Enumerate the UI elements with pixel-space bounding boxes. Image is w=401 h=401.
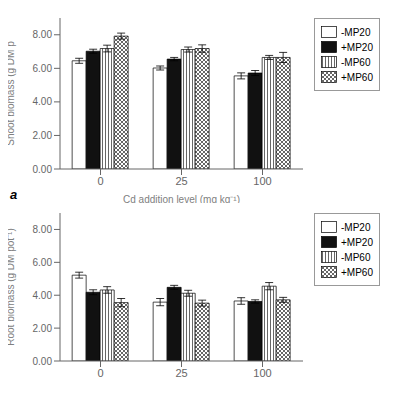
svg-text:8.00: 8.00 xyxy=(33,224,53,235)
svg-text:6.00: 6.00 xyxy=(33,63,53,74)
svg-text:6.00: 6.00 xyxy=(33,257,53,268)
svg-text:0.00: 0.00 xyxy=(33,356,53,367)
html-text:+MP20: +MP20 xyxy=(341,236,373,248)
html-text:-MP60: -MP60 xyxy=(341,251,371,263)
svg-text:4.00: 4.00 xyxy=(33,290,53,301)
html-text:+MP60: +MP60 xyxy=(341,266,373,278)
svg-text:2.00: 2.00 xyxy=(33,323,53,334)
svg-text:4.00: 4.00 xyxy=(33,96,53,107)
svg-text:8.00: 8.00 xyxy=(33,29,53,40)
svg-text:0: 0 xyxy=(97,175,103,187)
html-text:a: a xyxy=(10,187,18,202)
html-text:-MP20: -MP20 xyxy=(341,221,371,233)
svg-text:100: 100 xyxy=(253,175,271,187)
svg-text:25: 25 xyxy=(175,367,187,379)
svg-text:Shoot biomass (g DM p: Shoot biomass (g DM p xyxy=(8,41,16,146)
svg-text:0.00: 0.00 xyxy=(33,164,53,175)
svg-text:25: 25 xyxy=(175,175,187,187)
svg-text:100: 100 xyxy=(253,367,271,379)
html-text:-MP60: -MP60 xyxy=(341,56,371,68)
html-text:-MP20: -MP20 xyxy=(341,26,371,38)
svg-text:Cd addition level (mg kg⁻¹): Cd addition level (mg kg⁻¹) xyxy=(123,194,240,203)
svg-text:2.00: 2.00 xyxy=(33,130,53,141)
svg-text:Root biomass (g DM pot⁻¹): Root biomass (g DM pot⁻¹) xyxy=(8,228,16,345)
html-text:+MP20: +MP20 xyxy=(341,41,373,53)
html-text:+MP60: +MP60 xyxy=(341,71,373,83)
svg-text:0: 0 xyxy=(97,367,103,379)
